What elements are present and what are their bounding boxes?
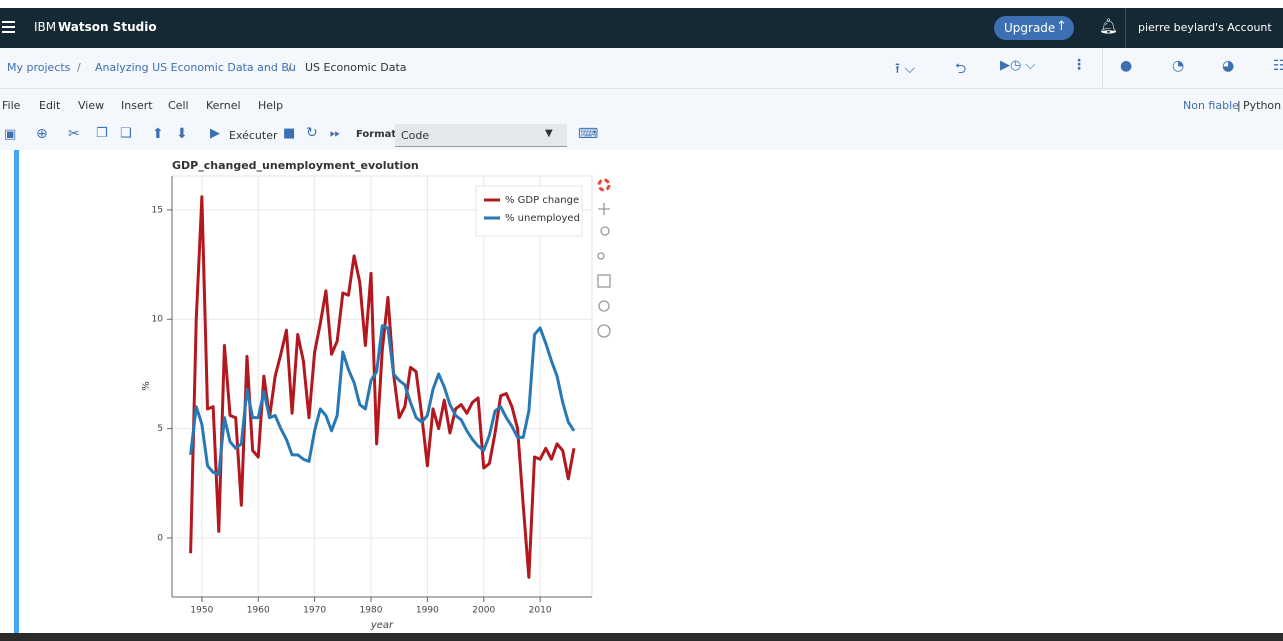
menu-item[interactable]: Edit (39, 99, 61, 112)
product[interactable]: Watson Studio (58, 20, 157, 34)
paste-icon[interactable]: ❑ (120, 126, 132, 141)
restart-icon[interactable]: ↻ (306, 125, 318, 141)
run-all-icon[interactable]: ⏩︎ (330, 126, 341, 141)
menu-item[interactable]: Help (258, 99, 284, 112)
line (189, 324, 576, 477)
menu-item[interactable]: File (2, 99, 21, 112)
save-icon[interactable]: ▣ (4, 127, 17, 142)
menu-item[interactable]: Insert (121, 99, 153, 112)
x-tick-label: 2010 (529, 606, 552, 616)
find-icon[interactable]: ◔ (1172, 58, 1185, 74)
pan-tool[interactable] (598, 203, 610, 215)
trust-status[interactable]: Non fiable (1183, 99, 1239, 112)
legend: % GDP change % unemployed (475, 185, 583, 237)
breadcrumb-link[interactable]: Analyzing US Economic Data and Bu (95, 61, 296, 74)
account[interactable]: pierre beylard's Account (1138, 21, 1272, 34)
y-tick-label: 15 (152, 205, 163, 215)
x-axis-label: year (370, 620, 394, 631)
menu-item[interactable]: Cell (168, 99, 189, 112)
chart-title: GDP_changed_unemployment_evolution (172, 159, 419, 172)
dropdown-arrow: ▼ (545, 128, 553, 139)
upgrade-icon: ↑ (1056, 19, 1067, 34)
copy-icon[interactable]: ❐ (96, 126, 108, 141)
breadcrumb-separator: / (77, 61, 81, 74)
menu-item[interactable]: Kernel (206, 99, 241, 112)
menu-bar: File Edit View Insert Cell Kernel Help N… (0, 89, 1283, 122)
reset-tool[interactable] (598, 300, 610, 312)
grid-icon[interactable]: ☷ (1273, 58, 1283, 74)
bell-icon[interactable]: 🔔︎ (1099, 17, 1119, 35)
run-icon[interactable]: ▶ (210, 126, 220, 141)
upgrade-label: Upgrade (1004, 21, 1056, 35)
bokeh-logo[interactable] (597, 178, 611, 192)
help-tool[interactable] (597, 324, 611, 338)
legend-label: % unemployed (505, 213, 580, 224)
cell-type-select[interactable]: Code ▼ (395, 124, 567, 147)
app-header: IBM Watson Studio Upgrade ↑ 🔔︎ pierre be… (0, 8, 1283, 48)
cell-selection-bar (14, 150, 19, 633)
breadcrumb-bar: My projects / Analyzing US Economic Data… (0, 48, 1283, 89)
x-tick-label: 1980 (360, 606, 383, 616)
move-down-icon[interactable]: ⬇︎ (176, 126, 188, 142)
y-tick-label: 10 (152, 315, 164, 325)
upgrade-button[interactable]: Upgrade ↑ (994, 16, 1074, 40)
breadcrumb-separator: / (288, 61, 292, 74)
cell-type: Code (401, 129, 430, 142)
divider (1102, 48, 1103, 88)
kernel-divider: | (1237, 99, 1241, 112)
zoom-tool[interactable] (600, 226, 610, 236)
chart: GDP_changed_unemployment_evolution year … (141, 159, 611, 631)
run-label[interactable]: Exécuter (229, 129, 278, 142)
x-tick-label: 1960 (247, 606, 270, 616)
y-tick-label: 0 (157, 533, 163, 543)
legend-label: % GDP change (505, 195, 579, 206)
line (189, 195, 576, 579)
x-tick-label: 1990 (416, 606, 439, 616)
chart-tools (597, 178, 611, 338)
menu-item[interactable]: View (78, 99, 105, 112)
toolbar: ▣ ⊕ ✂ ❐ ❑ ⬆︎ ⬇︎ ▶ Exécuter ■ ↻ ⏩︎ Format… (0, 122, 1283, 150)
add-cell-icon[interactable]: ⊕ (36, 126, 48, 142)
info-icon[interactable]: ● (1120, 58, 1133, 74)
taskbar (0, 633, 1283, 641)
stop-icon[interactable]: ■ (283, 126, 296, 141)
format-label: Format (356, 129, 397, 140)
wheel-zoom-tool[interactable] (597, 252, 605, 260)
x-tick-label: 1970 (303, 606, 326, 616)
export-icon[interactable]: ⭱ ⌵ (895, 61, 915, 77)
x-tick-label: 1950 (190, 606, 213, 616)
plot-area (171, 175, 593, 598)
keyboard-icon[interactable]: ⌨ (578, 126, 599, 142)
share-icon[interactable]: ⮌ (955, 61, 967, 77)
x-tick-label: 2000 (472, 606, 495, 616)
legend-box (475, 185, 583, 237)
divider (1125, 8, 1126, 48)
hamburger[interactable] (2, 21, 15, 23)
move-up-icon[interactable]: ⬆︎ (152, 126, 164, 142)
comment-icon[interactable]: ◕ (1222, 58, 1235, 74)
breadcrumb-current: US Economic Data (305, 61, 407, 74)
top-strip (0, 0, 1283, 8)
schedule-icon[interactable]: ▶◷ ⌵ (1000, 58, 1036, 73)
brand[interactable]: IBM (34, 20, 57, 34)
y-tick-label: 5 (157, 424, 163, 434)
kernel-name: Python 3 (1243, 99, 1283, 112)
y-axis-label: % (141, 381, 152, 391)
more-icon[interactable]: ⋮ (1072, 57, 1086, 73)
cut-icon[interactable]: ✂ (68, 126, 80, 142)
save-tool[interactable] (597, 274, 611, 288)
breadcrumb-link[interactable]: My projects (7, 61, 71, 74)
